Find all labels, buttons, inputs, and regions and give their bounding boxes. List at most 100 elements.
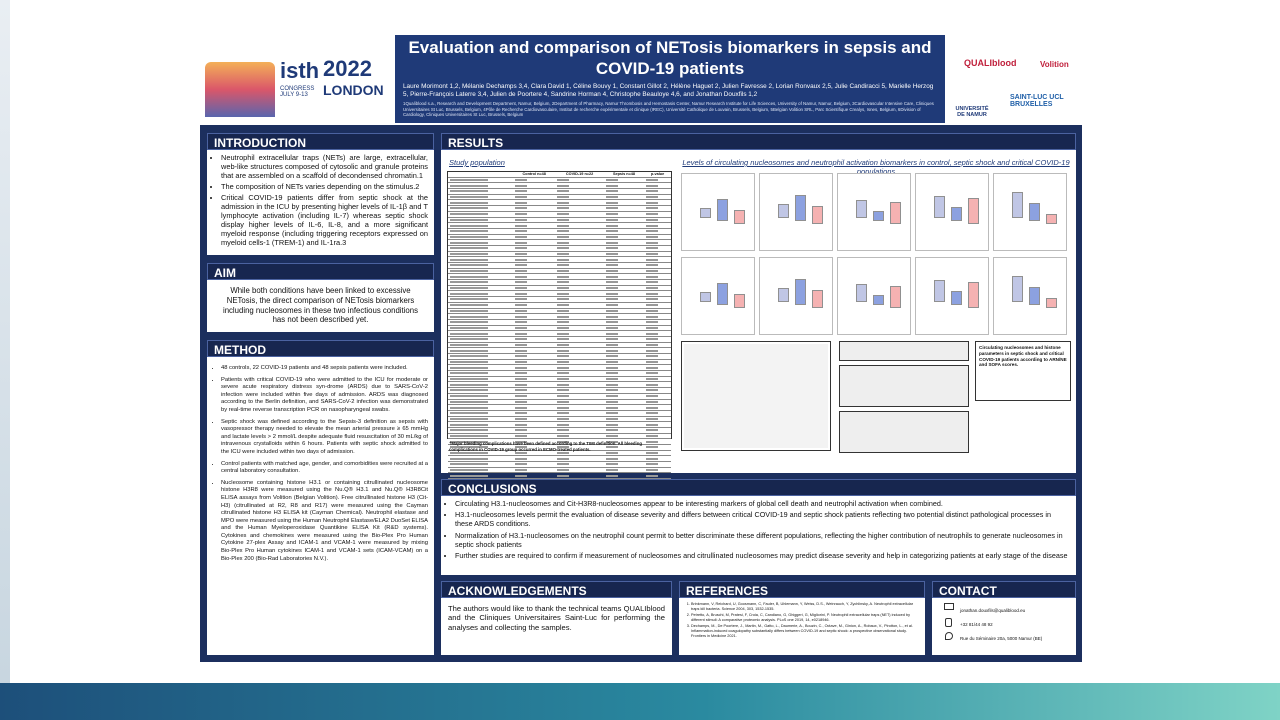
cell-placeholder	[515, 264, 528, 267]
acknowledgements-text: The authors would like to thank the tech…	[448, 604, 665, 632]
list-item: Dechamps, M., De Poortere, J., Martin, M…	[691, 624, 921, 638]
table-cell	[603, 376, 645, 383]
cell-placeholder	[515, 298, 528, 301]
table-cell	[513, 450, 556, 457]
table-cell	[644, 330, 671, 337]
table-cell	[448, 319, 514, 326]
cell-placeholder	[646, 429, 659, 432]
table-cell	[513, 427, 556, 434]
table-row	[448, 279, 671, 286]
cell-placeholder	[646, 247, 659, 250]
box	[1046, 214, 1057, 224]
table-cell	[513, 399, 556, 406]
table-row	[448, 330, 671, 337]
cell-placeholder	[450, 184, 488, 187]
cell-placeholder	[515, 304, 528, 307]
table-cell	[448, 199, 514, 207]
table-cell	[603, 404, 645, 411]
table-cell	[555, 433, 604, 440]
table-cell	[513, 290, 556, 298]
table-cell	[555, 222, 604, 229]
table-cell	[644, 222, 671, 229]
cell-placeholder	[605, 434, 618, 437]
table-cell	[644, 427, 671, 434]
cell-placeholder	[450, 366, 488, 369]
table-row	[448, 387, 671, 394]
acknowledgements-panel: ACKNOWLEDGEMENTS The authors would like …	[441, 581, 672, 655]
cell-placeholder	[646, 196, 659, 199]
table-cell	[555, 421, 604, 428]
cell-placeholder	[557, 235, 570, 238]
cell-placeholder	[605, 400, 618, 403]
table-cell	[513, 359, 556, 366]
results-panel: RESULTS Study population Levels of circu…	[441, 133, 1076, 485]
table-cell	[513, 302, 556, 309]
table-cell	[603, 353, 645, 360]
small-table	[839, 365, 969, 407]
cell-placeholder	[515, 400, 528, 403]
table-cell	[555, 199, 604, 207]
cell-placeholder	[605, 378, 618, 381]
box	[968, 198, 979, 224]
score-tables	[839, 341, 969, 461]
column-header: Control n=48	[513, 172, 556, 178]
table-cell	[644, 285, 671, 292]
table-cell	[513, 296, 556, 303]
cell-placeholder	[557, 224, 570, 227]
table-cell	[603, 393, 645, 400]
table-cell	[555, 416, 604, 423]
table-row	[448, 194, 671, 201]
cell-placeholder	[605, 224, 618, 227]
cell-placeholder	[450, 463, 488, 466]
list-item: Patients with critical COVID-19 who were…	[221, 377, 428, 415]
table-cell	[555, 239, 604, 246]
cell-placeholder	[450, 252, 488, 255]
table-cell	[555, 290, 604, 298]
cell-placeholder	[646, 400, 659, 403]
table-cell	[448, 336, 514, 343]
table-cell	[555, 444, 604, 451]
table-cell	[555, 467, 604, 474]
list-item: Circulating H3.1-nucleosomes and Cit-H3R…	[455, 499, 1068, 508]
table-cell	[644, 296, 671, 303]
box	[778, 204, 789, 218]
section-heading: INTRODUCTION	[207, 133, 434, 150]
table-row	[448, 273, 671, 281]
table-cell	[448, 472, 514, 480]
cell-placeholder	[515, 184, 528, 187]
table-row	[448, 359, 671, 366]
table-cell	[603, 319, 645, 326]
cell-placeholder	[646, 201, 659, 204]
table-cell	[555, 370, 604, 377]
box	[890, 202, 901, 224]
table-cell	[448, 370, 514, 377]
cell-placeholder	[450, 400, 488, 403]
table-cell	[644, 376, 671, 383]
cell-placeholder	[605, 326, 618, 329]
table-row	[448, 438, 671, 445]
cell-placeholder	[557, 292, 570, 295]
table-cell	[513, 444, 556, 451]
cell-placeholder	[450, 457, 488, 460]
table-cell	[603, 194, 645, 201]
cell-placeholder	[646, 258, 659, 261]
cell-placeholder	[646, 366, 659, 369]
phone-icon	[945, 618, 952, 627]
cell-placeholder	[557, 338, 570, 341]
table-cell	[513, 410, 556, 417]
table-cell	[603, 222, 645, 229]
cell-placeholder	[515, 321, 528, 324]
cell-placeholder	[515, 452, 528, 455]
logo-text: SAINT-LUC UCL BRUXELLES	[1010, 94, 1064, 108]
cell-placeholder	[515, 235, 528, 238]
cell-placeholder	[515, 355, 528, 358]
small-table	[839, 411, 969, 453]
cell-placeholder	[646, 304, 659, 307]
table-cell	[555, 262, 604, 269]
table-row	[448, 319, 671, 326]
table-cell	[448, 194, 514, 201]
cell-placeholder	[450, 423, 488, 426]
cell-placeholder	[605, 366, 618, 369]
table-cell	[644, 245, 671, 252]
cell-placeholder	[515, 463, 528, 466]
